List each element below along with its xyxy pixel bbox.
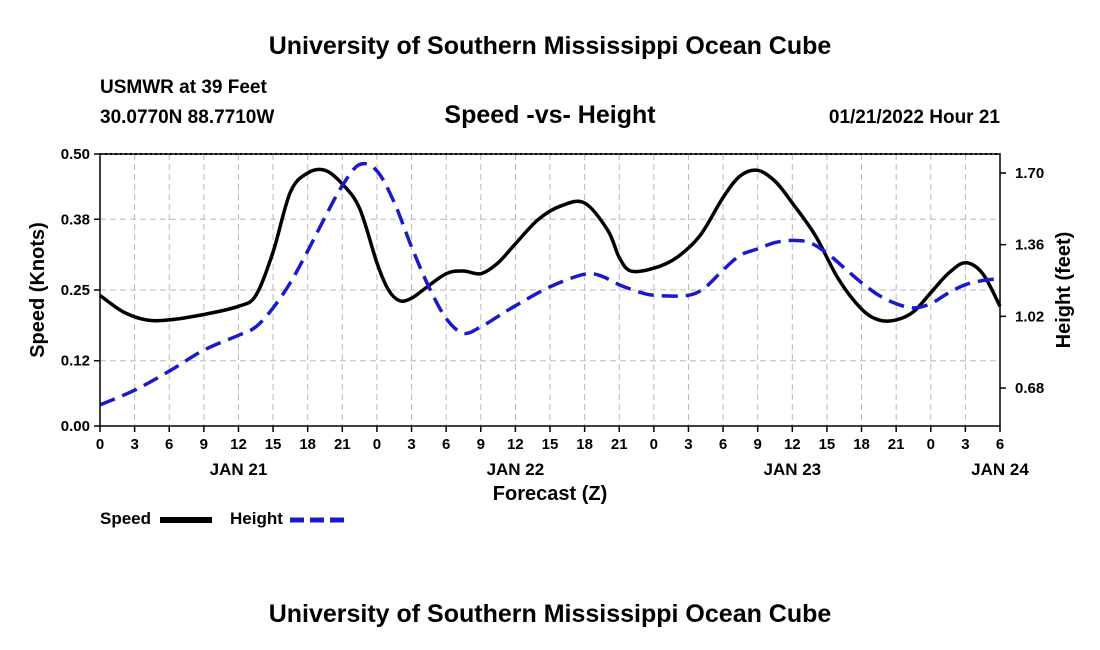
station-coordinates: 30.0770N 88.7710W (100, 107, 275, 128)
x-tick-label: 15 (819, 436, 836, 453)
x-tick-label: 9 (200, 436, 208, 453)
x-tick-label: 6 (165, 436, 173, 453)
x-tick-label: 3 (961, 436, 969, 453)
x-tick-label: 0 (650, 436, 658, 453)
x-tick-label: 12 (507, 436, 524, 453)
y2-tick-label: 1.36 (1015, 237, 1044, 254)
date-label: JAN 23 (763, 460, 821, 479)
chart-subtitle: Speed -vs- Height (444, 101, 656, 129)
y-tick-label: 0.25 (61, 282, 90, 299)
station-name: USMWR at 39 Feet (100, 77, 267, 98)
chart-timestamp: 01/21/2022 Hour 21 (828, 107, 1000, 128)
y2-tick-label: 1.02 (1015, 308, 1044, 325)
date-label: JAN 22 (487, 460, 545, 479)
x-tick-label: 3 (684, 436, 692, 453)
x-tick-label: 0 (927, 436, 935, 453)
y-axis-label: Speed (Knots) (27, 222, 49, 358)
x-tick-label: 18 (853, 436, 870, 453)
y2-axis-label: Height (feet) (1053, 232, 1075, 349)
legend-height-label: Height (230, 509, 283, 528)
x-tick-label: 3 (130, 436, 138, 453)
x-tick-label: 18 (576, 436, 593, 453)
y-tick-label: 0.50 (61, 146, 90, 163)
date-label: JAN 21 (210, 460, 268, 479)
x-tick-label: 21 (611, 436, 628, 453)
x-tick-label: 9 (754, 436, 762, 453)
speed-series-line (98, 167, 1002, 323)
x-tick-label: 3 (407, 436, 415, 453)
axis-layer: 0 3 6 9 12 15 18 21 0 3 6 9 12 15 18 21 0 3 6 9 12 15 18 21 0 3 6 0… (61, 146, 1044, 479)
y-tick-label: 0.12 (61, 353, 90, 370)
chart-main-title: University of Southern Mississippi Ocean… (268, 32, 832, 60)
x-tick-label: 6 (996, 436, 1004, 453)
date-label: JAN 24 (971, 460, 1029, 479)
x-tick-label: 21 (888, 436, 905, 453)
y2-tick-label: 0.68 (1015, 380, 1044, 397)
y2-tick-label: 1.70 (1015, 165, 1044, 182)
x-tick-label: 21 (334, 436, 351, 453)
legend-speed-label: Speed (100, 509, 152, 528)
x-axis-label: Forecast (Z) (493, 483, 607, 505)
x-tick-label: 18 (299, 436, 316, 453)
x-tick-label: 15 (265, 436, 282, 453)
y-tick-label: 0.38 (61, 211, 90, 228)
x-tick-label: 6 (442, 436, 450, 453)
x-tick-label: 0 (373, 436, 381, 453)
series-layer (98, 161, 1002, 407)
x-tick-label: 6 (719, 436, 727, 453)
legend-height-swatch (290, 517, 344, 523)
x-tick-label: 15 (542, 436, 559, 453)
chart-footer-title: University of Southern Mississippi Ocean… (268, 600, 832, 628)
x-tick-label: 0 (96, 436, 104, 453)
x-tick-label: 12 (784, 436, 801, 453)
legend-speed-swatch (160, 517, 212, 523)
speed-height-chart: 0 3 6 9 12 15 18 21 0 3 6 9 12 15 18 21 0 3 6 9 12 15 18 21 0 3 6 0… (27, 146, 1075, 505)
height-series-line (99, 161, 1001, 407)
y-tick-label: 0.00 (61, 418, 90, 435)
x-tick-label: 9 (477, 436, 485, 453)
grid-layer (99, 153, 1001, 427)
x-tick-label: 12 (230, 436, 247, 453)
